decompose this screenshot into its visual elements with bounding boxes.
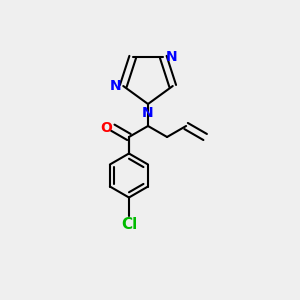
Text: O: O <box>100 121 112 135</box>
Text: N: N <box>110 79 121 93</box>
Text: N: N <box>165 50 177 64</box>
Text: N: N <box>142 106 154 120</box>
Text: Cl: Cl <box>121 217 137 232</box>
